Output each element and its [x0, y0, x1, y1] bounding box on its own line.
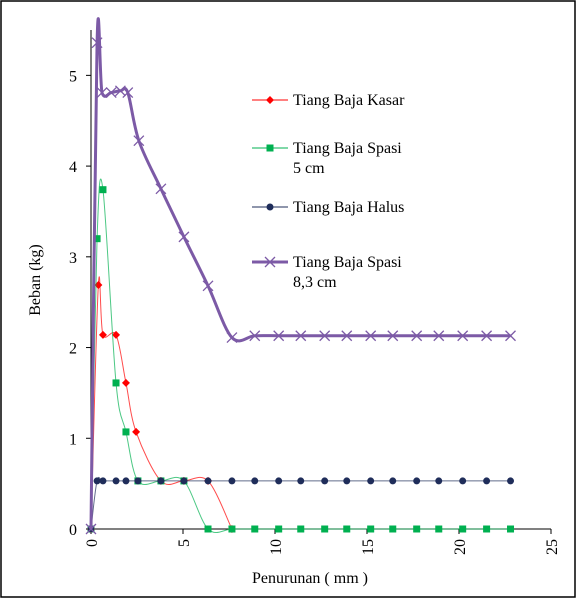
y-axis-label: Beban (kg)	[27, 244, 44, 316]
point	[365, 330, 377, 342]
point	[321, 477, 329, 485]
legend-label: Tiang Baja Spasi 8,3 cm	[293, 254, 402, 291]
point	[178, 231, 190, 243]
y-tick-label: 1	[69, 431, 77, 448]
legend-label: Tiang Baja Halus	[293, 199, 404, 216]
point	[114, 85, 126, 97]
point	[367, 477, 375, 485]
point	[483, 525, 491, 533]
point	[249, 330, 261, 342]
point	[122, 477, 130, 485]
point	[226, 332, 238, 344]
point	[457, 330, 469, 342]
point	[204, 525, 212, 533]
point	[99, 186, 107, 194]
point	[341, 330, 353, 342]
point	[112, 330, 121, 339]
point	[507, 525, 515, 533]
point	[435, 477, 443, 485]
point	[202, 280, 214, 292]
point	[483, 477, 491, 485]
point	[413, 477, 421, 485]
point	[155, 183, 167, 195]
point	[481, 330, 493, 342]
point	[433, 330, 445, 342]
point	[389, 525, 397, 533]
point	[99, 477, 107, 485]
point	[297, 525, 305, 533]
point	[319, 330, 331, 342]
y-tick-label: 0	[69, 522, 77, 539]
x-tick-label: 25	[544, 539, 561, 555]
point	[132, 427, 141, 436]
legend-label: Tiang Baja Spasi 5 cm	[293, 140, 402, 177]
series-line	[90, 476, 511, 530]
point	[134, 477, 142, 485]
point	[133, 135, 145, 147]
x-tick-label: 15	[360, 539, 377, 555]
point	[180, 477, 188, 485]
x-tick-label: 0	[84, 539, 101, 547]
point	[389, 477, 397, 485]
y-tick-label: 3	[69, 250, 77, 267]
point	[273, 330, 285, 342]
point	[459, 525, 467, 533]
point	[387, 330, 399, 342]
point	[275, 525, 283, 533]
legend-marker	[266, 203, 274, 211]
point	[112, 477, 120, 485]
point	[91, 37, 103, 49]
point	[367, 525, 375, 533]
y-tick-label: 4	[69, 159, 77, 176]
point	[297, 477, 305, 485]
point	[98, 330, 107, 339]
point	[411, 330, 423, 342]
point	[321, 525, 329, 533]
legend-marker	[264, 256, 276, 268]
point	[435, 525, 443, 533]
point	[251, 477, 259, 485]
point	[295, 330, 307, 342]
point	[121, 378, 130, 387]
point	[275, 477, 283, 485]
point	[85, 523, 97, 535]
point	[343, 525, 351, 533]
point	[228, 525, 236, 533]
point	[204, 477, 212, 485]
point	[122, 428, 130, 436]
point	[122, 87, 134, 99]
x-axis-label: Penurunan ( mm )	[252, 570, 368, 587]
point	[413, 525, 421, 533]
point	[93, 477, 101, 485]
point	[507, 477, 515, 485]
x-tick-label: 20	[452, 539, 469, 555]
point	[228, 477, 236, 485]
legend-marker	[266, 144, 274, 152]
y-tick-label: 2	[69, 341, 77, 358]
point	[157, 477, 165, 485]
point	[105, 87, 117, 99]
point	[251, 525, 259, 533]
y-tick-label: 5	[69, 68, 77, 85]
x-tick-label: 5	[176, 539, 193, 547]
legend-marker	[266, 96, 274, 104]
x-tick-label: 10	[268, 539, 285, 555]
point	[93, 235, 101, 243]
point	[459, 477, 467, 485]
point	[96, 87, 108, 99]
point	[112, 379, 120, 387]
point	[343, 477, 351, 485]
legend-label: Tiang Baja Kasar	[293, 92, 405, 109]
point	[505, 330, 516, 342]
